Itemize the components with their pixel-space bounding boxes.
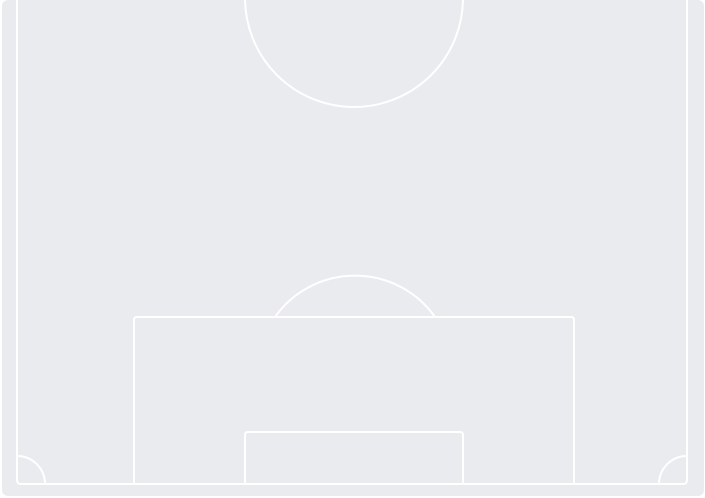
penalty-arc: [274, 274, 436, 318]
corner-arc-left: [16, 455, 46, 485]
left-touchline: [16, 0, 22, 485]
penalty-area: [133, 316, 575, 485]
corner-arc-right: [658, 455, 688, 485]
right-touchline: [682, 0, 688, 485]
goal-area: [244, 431, 464, 485]
center-circle: [244, 0, 464, 108]
